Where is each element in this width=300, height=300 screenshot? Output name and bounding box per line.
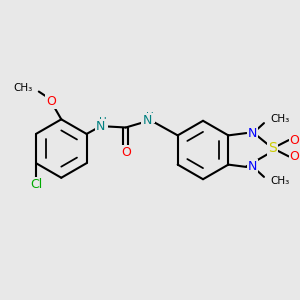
Text: O: O bbox=[290, 134, 300, 147]
Text: N: N bbox=[96, 120, 105, 133]
Text: CH₃: CH₃ bbox=[271, 176, 290, 186]
Text: CH₃: CH₃ bbox=[13, 83, 32, 93]
Text: Cl: Cl bbox=[30, 178, 42, 191]
Text: H: H bbox=[99, 117, 107, 127]
Text: CH₃: CH₃ bbox=[271, 114, 290, 124]
Text: H: H bbox=[146, 112, 154, 122]
Text: O: O bbox=[290, 150, 300, 163]
Text: N: N bbox=[248, 127, 257, 140]
Text: O: O bbox=[121, 146, 131, 159]
Text: N: N bbox=[142, 114, 152, 127]
Text: O: O bbox=[46, 95, 56, 108]
Text: N: N bbox=[248, 160, 257, 173]
Text: S: S bbox=[268, 141, 277, 155]
